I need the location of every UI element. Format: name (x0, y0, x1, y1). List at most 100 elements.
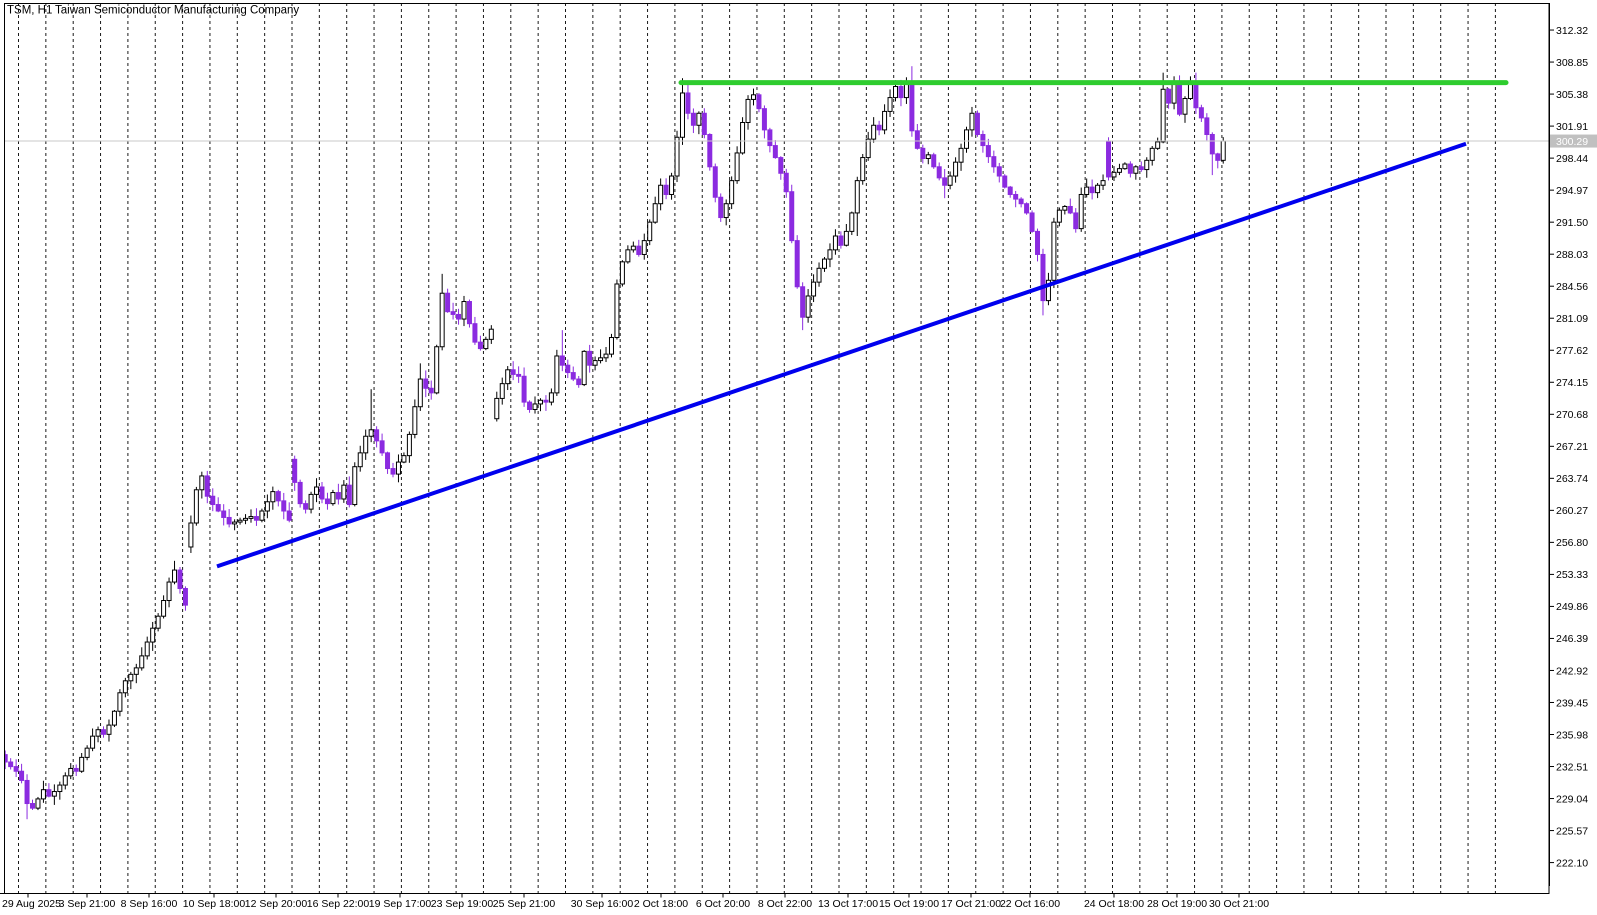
candle-body-bear (510, 369, 516, 375)
candle (510, 361, 516, 381)
candle-body-bull (554, 355, 560, 394)
candle (767, 127, 773, 153)
candle (942, 169, 948, 199)
candle-body-bear (794, 240, 800, 288)
candle (352, 462, 358, 507)
candle-body-bear (914, 130, 920, 149)
price-axis-label: 229.04 (1556, 793, 1588, 805)
candle (690, 108, 696, 134)
candle (144, 636, 150, 660)
candle (253, 508, 259, 526)
price-axis-label: 305.38 (1556, 89, 1588, 101)
candle (865, 131, 871, 161)
candle-body-bull (893, 86, 899, 99)
candle (860, 153, 866, 185)
candle-body-bull (243, 517, 249, 521)
candle (641, 233, 647, 260)
candle (314, 478, 320, 503)
candle (357, 445, 363, 472)
candle (57, 781, 63, 800)
candle (308, 491, 314, 514)
candle (128, 671, 134, 690)
candle-body-bear (920, 147, 926, 159)
candle-body-bull (625, 249, 631, 263)
time-axis-label: 25 Sep 21:00 (493, 898, 556, 910)
candle-body-bull (417, 378, 423, 408)
candle-body-bull (1160, 88, 1166, 143)
candle-body-bull (1045, 279, 1051, 302)
candle-body-bear (701, 112, 707, 135)
candle-body-bull (1182, 98, 1188, 115)
candle (1100, 174, 1106, 190)
price-axis-label: 239.45 (1556, 697, 1588, 709)
price-axis[interactable]: 312.32 308.85 305.38 301.91 298.44 294.97 291.… (1549, 3, 1597, 886)
candle-body-bull (1051, 221, 1057, 281)
candle (647, 219, 653, 246)
candle-body-bear (30, 803, 36, 809)
price-axis-label: 294.97 (1556, 185, 1588, 197)
candle-body-bull (106, 724, 112, 735)
candle (374, 426, 380, 448)
candle (466, 299, 472, 328)
candle-body-bull (51, 791, 57, 797)
time-axis-label: 22 Oct 16:00 (1000, 898, 1060, 910)
candle (379, 433, 385, 456)
candle-body-bull (95, 729, 101, 737)
candle (445, 288, 451, 313)
candle-body-bear (991, 156, 997, 168)
candle (679, 78, 685, 145)
candle (887, 89, 893, 117)
candle (805, 289, 811, 323)
candle (723, 199, 729, 226)
candle-body-bull (1100, 180, 1106, 186)
candle (237, 517, 243, 525)
candle (598, 349, 604, 364)
overlay-layer[interactable] (4, 80, 1549, 569)
candle (789, 184, 795, 244)
candle (969, 106, 975, 137)
candle (270, 486, 276, 510)
time-axis-label: 3 Sep 21:00 (59, 898, 116, 910)
candle-body-bear (690, 112, 696, 126)
candle-body-bull (805, 295, 811, 318)
candle (505, 366, 511, 391)
price-axis-label: 277.62 (1556, 345, 1588, 357)
candle-body-bull (964, 129, 970, 149)
candle-body-bear (767, 129, 773, 147)
candle (816, 262, 822, 287)
price-axis-label: 225.57 (1556, 825, 1588, 837)
candle (521, 367, 527, 407)
price-axis-label: 267.21 (1556, 441, 1588, 453)
chart-title-symbol: TSM, H1 (7, 5, 52, 17)
candle (783, 168, 789, 198)
candle-body-bear (8, 761, 14, 768)
time-axis-label: 8 Sep 16:00 (121, 898, 178, 910)
candle-body-bear (466, 301, 472, 325)
candle-body-bear (292, 458, 298, 483)
candle (215, 497, 221, 513)
trendline[interactable] (216, 141, 1467, 569)
candle-body-bear (712, 166, 718, 198)
candle (1045, 272, 1051, 306)
candle-body-bear (761, 108, 767, 131)
candle-body-bull (887, 97, 893, 112)
candle-body-bear (379, 440, 385, 454)
candle-body-bear (1177, 82, 1183, 115)
chart-plot-area[interactable] (4, 3, 1549, 894)
candle-body-bear (423, 378, 429, 389)
candle-body-bear (778, 157, 784, 174)
candle-body-bull (832, 235, 838, 251)
candle (1149, 146, 1155, 166)
candle-body-bear (527, 401, 533, 410)
candle (166, 577, 172, 608)
candle-body-bull (40, 789, 46, 800)
time-axis-label: 30 Sep 16:00 (571, 898, 634, 910)
candle (30, 799, 36, 810)
candle (537, 398, 543, 412)
time-axis-label: 8 Oct 22:00 (758, 898, 812, 910)
candle-body-bull (84, 747, 90, 758)
candle-body-bull (865, 138, 871, 159)
candle (1106, 137, 1112, 181)
